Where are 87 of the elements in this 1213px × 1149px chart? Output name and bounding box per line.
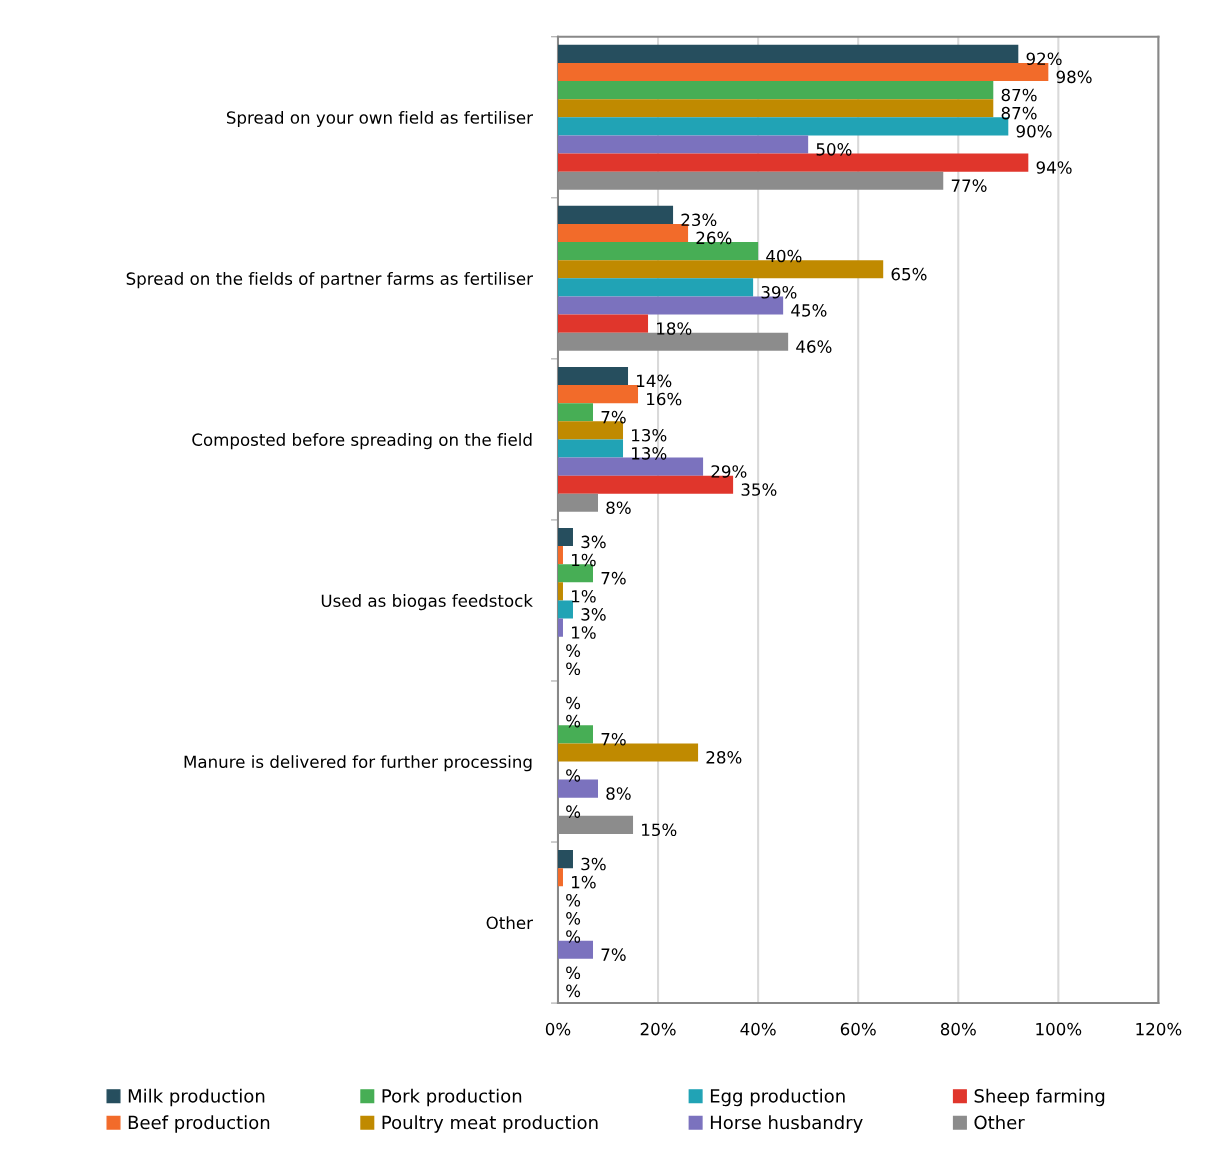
data-label: 7% [601,410,626,424]
y-tick-label: Spread on the fields of partner farms as fertiliser [126,272,533,289]
data-label: 29% [711,465,747,478]
legend-label: Milk production [128,1088,265,1107]
data-label: 87% [1001,88,1037,102]
legend-label: Pork production [382,1088,522,1107]
text: % [566,984,581,998]
data-label: 28% [706,751,742,764]
bar [557,385,639,404]
bar [557,868,563,887]
bar [557,44,1019,63]
data-label: 1% [572,553,596,567]
bar [557,99,994,118]
data-label: 8% [606,787,631,800]
data-label: 98% [1056,70,1092,84]
data-label: 3% [581,608,606,621]
text: % [566,912,581,925]
data-label: 1% [572,875,596,889]
data-label: 90% [1016,124,1052,138]
legend-label: Other [974,1115,1025,1130]
data-label: 35% [741,483,777,496]
data-label: 7% [601,571,626,585]
text: % [566,769,581,782]
bar [557,600,573,619]
data-label: 8% [606,501,631,514]
bar [557,135,809,154]
data-label: 77% [951,179,987,192]
data-label: 1% [572,626,596,639]
data-label: 3% [581,857,606,871]
data-label: 7% [601,948,626,961]
text: % [566,714,581,728]
text: % [566,966,581,980]
bar [557,527,573,547]
bar [557,403,594,422]
data-label: 40% [766,249,802,263]
data-label: 26% [696,231,732,245]
data-label: 7% [601,732,626,746]
bar [557,850,573,869]
data-label: 14% [637,374,672,388]
y-tick-label: Used as biogas feedstock [321,594,533,611]
data-label: 87% [1001,106,1037,120]
data-label: 3% [581,535,606,549]
legend-label: Sheep farming [974,1088,1105,1107]
data-label: 94% [1036,161,1072,174]
data-label: 92% [1026,52,1062,66]
data-label: 65% [891,267,927,281]
text: % [566,644,581,657]
x-tick-label: 0% [545,1022,571,1036]
legend-label: Egg production [710,1088,845,1107]
text: % [566,893,581,907]
bar [557,439,624,458]
bar [557,278,754,297]
data-label: 46% [796,340,832,353]
legend-label: Beef production [128,1115,270,1133]
data-label: 15% [642,823,677,837]
x-tick-label: 20% [640,1022,676,1036]
bar [557,582,563,601]
text: % [566,662,581,676]
x-tick-label: 40% [740,1022,776,1036]
legend-label: Poultry meat production [382,1115,598,1133]
data-label: 45% [791,304,827,317]
bar [557,314,649,333]
data-label: 13% [632,447,667,460]
y-tick-label: Other [486,916,533,930]
bar [557,205,674,224]
x-tick-label: 80% [940,1022,976,1036]
data-label: 16% [647,392,682,406]
y-tick-label: Manure is delivered for further processing [184,755,532,772]
x-tick-label: 60% [840,1022,876,1036]
text: % [566,805,581,818]
text: % [566,930,581,943]
data-label: 50% [816,143,852,156]
data-label: 1% [572,589,596,603]
text: % [566,696,581,710]
x-tick-label: 120% [1136,1022,1182,1036]
bar [557,81,994,100]
y-tick-label: Composted before spreading on the field [192,433,532,450]
bar [557,546,563,565]
data-label: 39% [761,285,797,299]
bar [557,618,563,637]
legend-label: Horse husbandry [710,1115,863,1133]
x-tick-label: 100% [1036,1022,1082,1036]
data-label: 18% [657,322,692,335]
bar [557,366,629,386]
data-label: 23% [681,213,717,227]
data-label: 13% [632,428,667,442]
y-tick-label: Spread on your own field as fertiliser [226,110,533,128]
